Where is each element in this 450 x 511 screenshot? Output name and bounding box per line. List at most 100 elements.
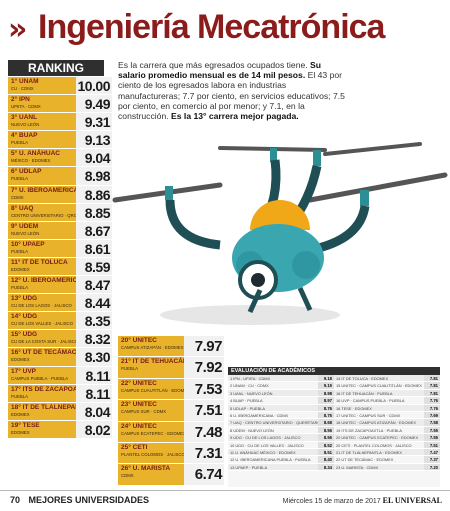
campus-location: CU DE LA COSTA SUR · JALISCO: [11, 339, 76, 345]
university-name: 21° IT DE TEHUACÁN: [121, 358, 184, 366]
university-name: 14° UDG: [11, 313, 74, 321]
university-name: 20° UNITEC: [121, 337, 182, 345]
university-title: IT DE TLALNEPANTLA: [22, 403, 76, 411]
ranking-row: 4° BUAP PUEBLA 9.13: [8, 131, 112, 150]
evaluation-score: 7.55: [424, 426, 440, 434]
publication-date: Miércoles 15 de marzo de 2017: [282, 498, 381, 505]
campus-location: PUEBLA: [11, 393, 28, 399]
ranking-row: 25° CETI PLANTEL COLOMOS · JALISCO 7.31: [118, 442, 224, 465]
ranking-label: 18° IT DE TLALNEPANTLAEDOMEX: [8, 402, 76, 420]
evaluation-score: 8.56: [318, 426, 334, 434]
evaluation-university: 3 UANL · NUEVO LEÓN: [230, 390, 273, 396]
evaluation-score: 7.81: [424, 375, 440, 382]
evaluation-row: 17 UNITEC · CAMPUS SUR · CDMX 7.69: [334, 411, 440, 420]
evaluation-row: 15 UNITEC · CAMPUS CUAUTITLÁN · EDOMEX 7.…: [334, 382, 440, 390]
ranking-label: 13° UDG CU DE LOS LAGOS · JALISCO: [8, 294, 76, 312]
evaluation-score: 7.47: [424, 448, 440, 456]
university-name: 24° UNITEC: [121, 423, 182, 431]
campus-location: CU DE LOS LAGOS · JALISCO: [11, 303, 72, 309]
evaluation-row: 7 UAQ · CENTRO UNIVERSITARIO · QUERÉTARO…: [228, 419, 334, 427]
ranking-score: 8.30: [76, 348, 112, 366]
evaluation-row: 9 UDG · CU DE LOS LAGOS · JALISCO 8.56: [228, 434, 334, 442]
evaluation-score: 7.55: [424, 434, 440, 441]
evaluation-row: 3 UANL · NUEVO LEÓN 8.98: [228, 389, 334, 398]
ranking-row: 17° UVP CAMPUS PUEBLA · PUEBLA 8.11: [8, 366, 112, 385]
evaluation-university: 23 U. MARISTA · CDMX: [336, 464, 379, 470]
evaluation-score: 8.40: [318, 456, 334, 463]
ranking-row: 2° IPN UPIITA · CDMX 9.49: [8, 95, 112, 114]
university-title: UDEM: [19, 222, 39, 230]
ranking-label: 7° U. IBEROAMERICANACDMX: [8, 185, 76, 203]
campus-location: PUEBLA: [11, 176, 28, 182]
rank-position: 18°: [11, 403, 21, 411]
ranking-score: 8.86: [76, 185, 112, 203]
campus-location: CU · CDMX: [11, 86, 34, 91]
rank-position: 21°: [121, 358, 131, 366]
university-title: UPAEP: [22, 240, 45, 248]
university-title: UNITEC: [132, 379, 157, 387]
ranking-score: 8.98: [76, 167, 112, 185]
evaluation-score: 7.81: [424, 382, 440, 389]
rank-position: 6°: [11, 168, 18, 176]
ranking-score: 7.48: [184, 421, 224, 442]
university-title: UT DE TECÁMAC: [22, 349, 76, 357]
rank-position: 13°: [11, 295, 21, 303]
rank-position: 9°: [11, 222, 18, 230]
ranking-row: 17° ITS DE ZACAPOAXTLAPUEBLA 8.11: [8, 384, 112, 403]
drone-dome: [250, 200, 310, 230]
evaluation-score: 8.56: [318, 434, 334, 441]
ranking-row: 10° UPAEP PUEBLA 8.61: [8, 239, 112, 258]
ranking-label: 6° UDLAP PUEBLA: [8, 167, 76, 185]
campus-location: CENTRO UNIVERSITARIO · QRO: [11, 212, 76, 218]
page-number: 70: [10, 495, 21, 505]
ranking-label: 20° UNITEC CAMPUS ATIZAPÁN · EDOMEX: [118, 336, 184, 357]
university-name: 17° ITS DE ZACAPOAXTLA: [11, 385, 76, 394]
ranking-score: 8.35: [76, 312, 112, 330]
university-name: 23° UNITEC: [121, 401, 182, 409]
university-name: 16° UT DE TECÁMAC: [11, 349, 76, 357]
ranking-row: 26° U. MARISTA CDMX 6.74: [118, 464, 224, 486]
evaluation-row: 1 IPN - UPIITA · CDMX 9.18: [228, 375, 334, 383]
ranking-label: 19° TESE EDOMEX: [8, 420, 76, 438]
campus-location: CAMPUS ECATEPEC · EDOMEX: [121, 430, 184, 436]
evaluation-university: 6 U. IBEROAMERICANA · CDMX: [230, 412, 289, 418]
campus-location: CU DE LOS VALLES · JALISCO: [11, 321, 74, 327]
university-name: 5° U. ANÁHUAC: [11, 150, 74, 158]
university-title: UNAM: [19, 78, 39, 85]
ranking-score: 9.04: [76, 149, 112, 167]
university-title: UNITEC: [132, 422, 157, 430]
university-name: 9° UDEM: [11, 223, 74, 231]
evaluation-score: 9.18: [318, 375, 334, 382]
ranking-score: 8.85: [76, 203, 112, 221]
ranking-label: 8° UAQ CENTRO UNIVERSITARIO · QRO: [8, 203, 76, 221]
university-title: CETI: [132, 443, 148, 451]
rank-position: 1°: [11, 78, 18, 85]
university-title: UANL: [19, 114, 38, 122]
university-title: ITS DE ZACAPOAXTLA: [22, 385, 76, 393]
ranking-label: 5° U. ANÁHUAC MÉXICO · EDOMEX: [8, 149, 76, 167]
rank-position: 12°: [11, 277, 21, 285]
evaluation-university: 1 IPN - UPIITA · CDMX: [230, 376, 271, 381]
rank-position: 23°: [121, 401, 131, 409]
evaluation-university: 15 UNITEC · CAMPUS CUAUTITLÁN · EDOMEX: [336, 383, 422, 389]
university-name: 19° TESE: [11, 422, 74, 430]
intro-salary: Su salario promedio mensual es de 14 mil…: [118, 60, 322, 81]
ranking-row: 22° UNITEC CAMPUS CUAUTITLÁN · EDOMEX 7.53: [118, 378, 224, 401]
footer-section: 70 MEJORES UNIVERSIDADES: [10, 495, 149, 505]
ranking-label: 4° BUAP PUEBLA: [8, 131, 76, 149]
page-footer: 70 MEJORES UNIVERSIDADES Miércoles 15 de…: [0, 490, 450, 511]
university-title: UVP: [22, 367, 37, 375]
evaluation-university: 16 TESE · EDOMEX: [336, 405, 372, 411]
ranking-score: 8.11: [76, 384, 112, 402]
ranking-row: 1° UNAM CU · CDMX 10.00: [8, 77, 112, 96]
evaluation-university: 10 UDG · CU DE LOS VALLES · JALISCO: [230, 442, 304, 448]
rank-position: 4°: [11, 132, 18, 140]
ranking-row: 13° UDG CU DE LOS LAGOS · JALISCO 8.44: [8, 294, 112, 313]
campus-location: EDOMEX: [11, 266, 30, 272]
ranking-row: 18° IT DE TLALNEPANTLAEDOMEX8.04: [8, 402, 112, 421]
ranking-label: 16° UT DE TECÁMAC EDOMEX: [8, 348, 76, 366]
evaluation-university: 21 IT DE TLALNEPANTLA · EDOMEX: [336, 449, 402, 455]
campus-location: EDOMEX: [11, 357, 30, 363]
campus-location: MÉXICO · EDOMEX: [11, 158, 51, 164]
